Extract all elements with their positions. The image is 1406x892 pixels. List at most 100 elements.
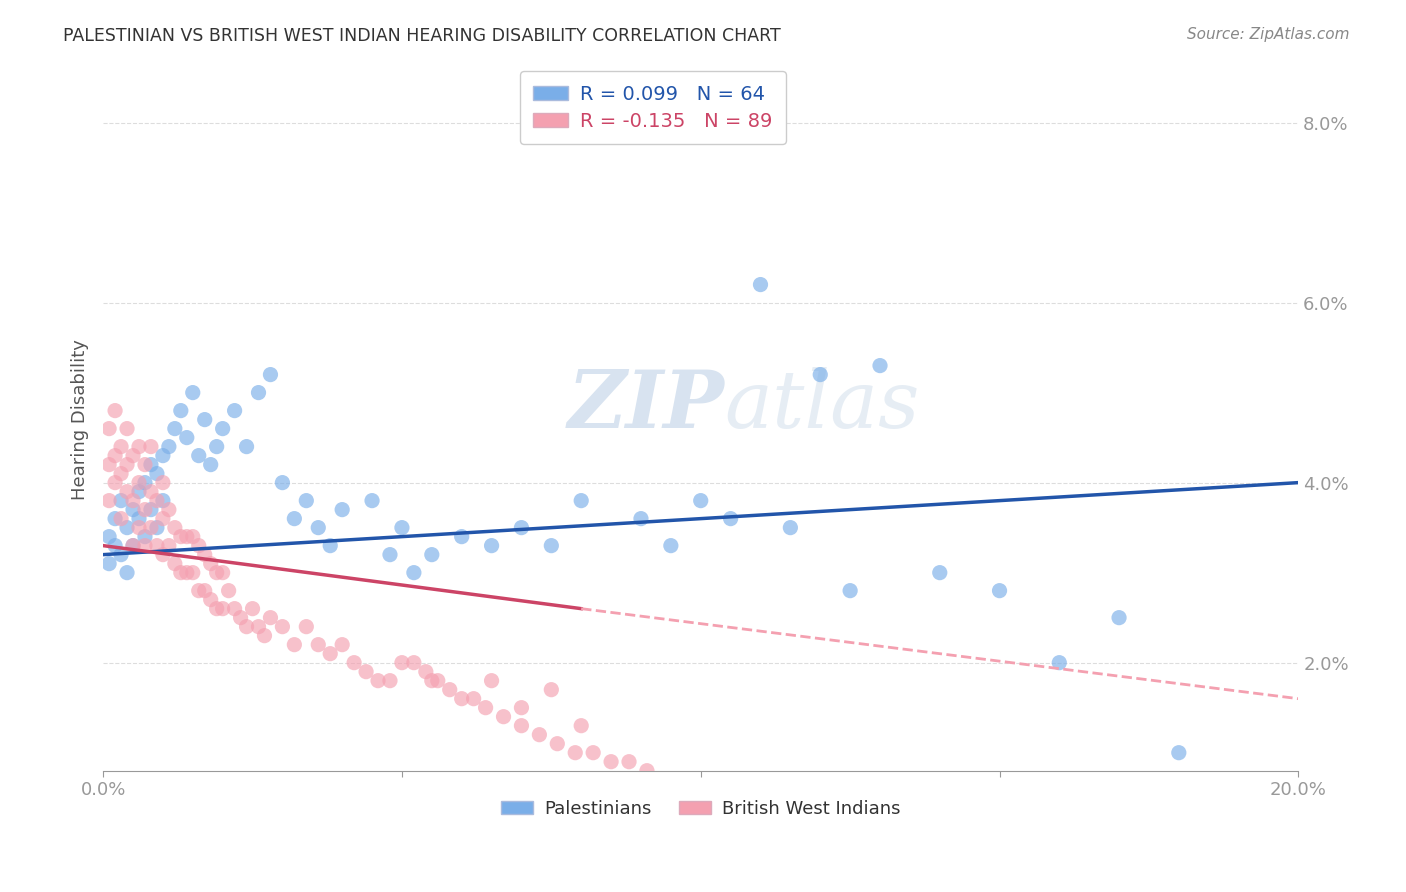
Point — [128, 484, 150, 499]
Point — [720, 511, 742, 525]
Point — [110, 467, 132, 481]
Point — [187, 539, 209, 553]
Point — [205, 440, 228, 454]
Point — [146, 521, 169, 535]
Point — [510, 719, 533, 733]
Point — [139, 502, 162, 516]
Point — [181, 530, 204, 544]
Point — [600, 755, 623, 769]
Point — [205, 566, 228, 580]
Point — [134, 539, 156, 553]
Point — [157, 502, 180, 516]
Point — [510, 700, 533, 714]
Point — [187, 449, 209, 463]
Point — [134, 458, 156, 472]
Point — [139, 521, 162, 535]
Point — [391, 521, 413, 535]
Point — [540, 682, 562, 697]
Point — [98, 458, 121, 472]
Point — [617, 755, 640, 769]
Point — [253, 629, 276, 643]
Point — [481, 539, 503, 553]
Point — [98, 493, 121, 508]
Point — [808, 368, 831, 382]
Point — [122, 449, 145, 463]
Point — [152, 475, 174, 490]
Point — [779, 521, 801, 535]
Point — [115, 484, 138, 499]
Point — [170, 566, 193, 580]
Point — [152, 449, 174, 463]
Point — [839, 583, 862, 598]
Point — [163, 521, 186, 535]
Point — [104, 403, 127, 417]
Point — [367, 673, 389, 688]
Point — [928, 566, 950, 580]
Point — [181, 566, 204, 580]
Point — [378, 673, 401, 688]
Point — [170, 530, 193, 544]
Point — [146, 467, 169, 481]
Point — [157, 440, 180, 454]
Point — [194, 548, 217, 562]
Point — [247, 620, 270, 634]
Point — [235, 440, 257, 454]
Point — [194, 412, 217, 426]
Point — [450, 530, 472, 544]
Point — [224, 601, 246, 615]
Point — [200, 592, 222, 607]
Point — [295, 620, 318, 634]
Point — [330, 638, 353, 652]
Point — [115, 521, 138, 535]
Point — [564, 746, 586, 760]
Text: ZIP: ZIP — [568, 367, 724, 444]
Point — [170, 403, 193, 417]
Point — [402, 566, 425, 580]
Point — [110, 440, 132, 454]
Text: Source: ZipAtlas.com: Source: ZipAtlas.com — [1187, 27, 1350, 42]
Text: atlas: atlas — [724, 367, 920, 444]
Point — [128, 440, 150, 454]
Point — [157, 539, 180, 553]
Point — [146, 493, 169, 508]
Point — [402, 656, 425, 670]
Point — [492, 709, 515, 723]
Point — [307, 638, 329, 652]
Point — [426, 673, 449, 688]
Point — [98, 530, 121, 544]
Point — [134, 502, 156, 516]
Point — [415, 665, 437, 679]
Point — [361, 493, 384, 508]
Point — [319, 539, 342, 553]
Point — [510, 521, 533, 535]
Point — [569, 719, 592, 733]
Point — [139, 458, 162, 472]
Point — [176, 530, 198, 544]
Point — [271, 475, 294, 490]
Point — [259, 368, 281, 382]
Point — [546, 737, 568, 751]
Point — [420, 548, 443, 562]
Point — [104, 511, 127, 525]
Point — [211, 601, 233, 615]
Point — [122, 493, 145, 508]
Point — [343, 656, 366, 670]
Point — [128, 511, 150, 525]
Point — [110, 493, 132, 508]
Point — [134, 475, 156, 490]
Point — [659, 539, 682, 553]
Point — [104, 449, 127, 463]
Point — [247, 385, 270, 400]
Point — [115, 422, 138, 436]
Point — [259, 610, 281, 624]
Point — [152, 511, 174, 525]
Point — [152, 493, 174, 508]
Point — [98, 422, 121, 436]
Point — [98, 557, 121, 571]
Point — [689, 493, 711, 508]
Point — [569, 493, 592, 508]
Point — [283, 638, 305, 652]
Point — [218, 583, 240, 598]
Point — [330, 502, 353, 516]
Point — [988, 583, 1011, 598]
